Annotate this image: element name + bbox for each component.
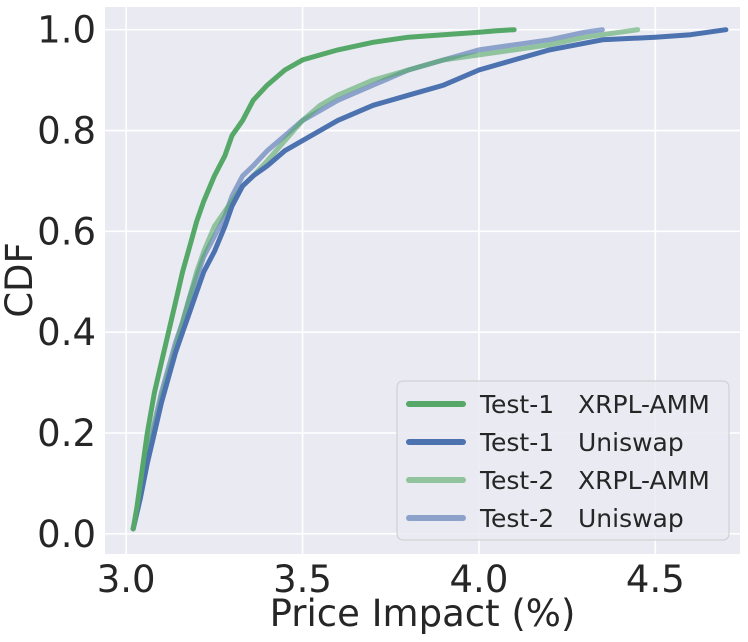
y-tick-label: 1.0 [37, 9, 96, 52]
series-line-2 [130, 27, 729, 532]
x-tick-label: 3.5 [273, 558, 332, 601]
y-tick-label: 0.2 [37, 412, 96, 455]
legend-label-4: Test-2 Uniswap [479, 504, 684, 533]
x-axis-title: Price Impact (%) [270, 592, 576, 635]
y-axis-title: CDF [0, 242, 41, 318]
y-tick-label: 0.4 [37, 311, 96, 354]
legend-label-1: Test-1 XRPL-AMM [479, 390, 710, 419]
series-lines [130, 27, 729, 532]
y-tick-label: 0.8 [37, 110, 96, 153]
y-tick-label: 0.6 [37, 210, 96, 253]
x-tick-label: 4.0 [450, 558, 509, 601]
x-tick-label: 3.0 [97, 558, 156, 601]
legend: Test-1 XRPL-AMM Test-1 Uniswap Test-2 XRPL… [396, 380, 730, 541]
legend-box [396, 380, 730, 541]
x-axis-ticks: 3.0 3.5 4.0 4.5 [97, 558, 685, 601]
legend-label-3: Test-2 XRPL-AMM [479, 466, 710, 495]
legend-label-2: Test-1 Uniswap [479, 428, 684, 457]
y-tick-label: 0.0 [37, 513, 96, 556]
y-axis-ticks: 0.0 0.2 0.4 0.6 0.8 1.0 [37, 9, 96, 556]
x-tick-label: 4.5 [626, 558, 685, 601]
series-line-1 [130, 27, 517, 532]
